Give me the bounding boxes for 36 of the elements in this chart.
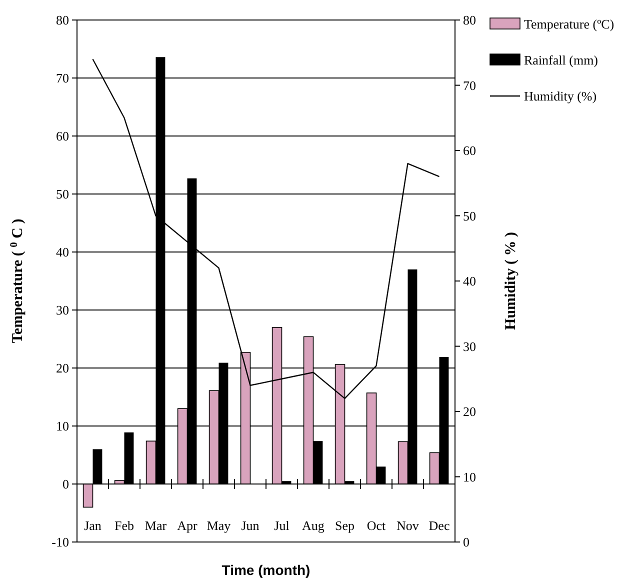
x-tick-label: Feb xyxy=(114,518,134,533)
x-tick-label: Sep xyxy=(335,518,354,533)
y2-tick-label: 40 xyxy=(463,274,476,289)
legend-label: Temperature (ºC) xyxy=(524,16,614,32)
y2-tick-label: 50 xyxy=(463,208,476,224)
y-tick-label: 10 xyxy=(56,418,69,434)
y2-tick-label: 30 xyxy=(463,338,476,354)
y2-tick-label: 10 xyxy=(463,469,476,484)
x-tick-label: Apr xyxy=(177,518,198,533)
x-tick-label: Jan xyxy=(84,518,102,533)
y2-tick-label: 80 xyxy=(463,12,476,28)
y-tick-label: 0 xyxy=(62,476,69,492)
y-tick-label: 80 xyxy=(56,12,69,28)
y-tick-label: 70 xyxy=(56,70,69,86)
y-tick-label: -10 xyxy=(52,534,69,550)
y-tick-label: 40 xyxy=(56,244,69,260)
x-tick-label: Nov xyxy=(396,518,420,533)
y2-tick-label: 20 xyxy=(463,404,476,420)
y2-tick-label: 60 xyxy=(463,143,476,158)
x-tick-label: Mar xyxy=(144,518,168,533)
y-tick-label: 50 xyxy=(56,186,69,202)
legend-label: Rainfall (mm) xyxy=(524,52,598,68)
y-tick-label: 60 xyxy=(56,128,69,144)
x-tick-label: Aug xyxy=(302,518,325,533)
x-axis-title: Time (month) xyxy=(222,562,310,578)
y-tick-label: 30 xyxy=(56,302,69,318)
legend-label: Humidity (%) xyxy=(524,88,597,104)
x-tick-label: Oct xyxy=(366,518,386,533)
y2-axis-title: Humidity ( % ) xyxy=(503,232,519,330)
x-tick-label: Dec xyxy=(428,518,450,533)
y2-tick-label: 0 xyxy=(463,534,470,550)
x-tick-label: Jun xyxy=(241,518,260,533)
x-tick-label: May xyxy=(206,518,232,533)
y2-tick-label: 70 xyxy=(463,78,476,93)
y-tick-label: 20 xyxy=(56,360,69,376)
x-tick-label: Jul xyxy=(274,518,290,533)
